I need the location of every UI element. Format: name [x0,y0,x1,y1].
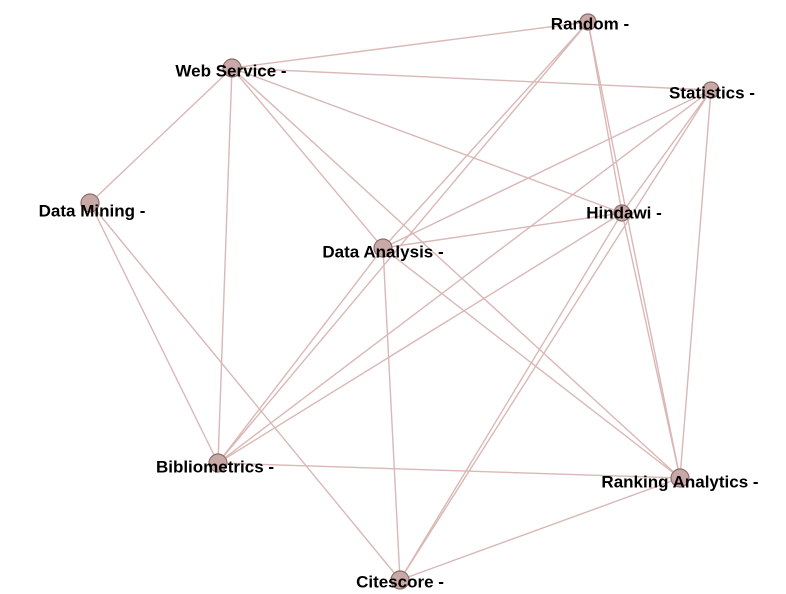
node [222,58,242,78]
node-label: Data Mining - [39,201,146,220]
node [373,238,393,258]
node [613,204,631,222]
edge [89,67,233,204]
edges [89,21,712,581]
edge [231,67,623,214]
node-label: Bibliometrics - [156,457,274,476]
edge [399,89,712,581]
edge [217,89,712,464]
node [579,13,597,31]
edge [621,212,681,479]
edge [217,212,623,464]
edge [217,462,681,479]
edge [399,477,681,581]
edge [382,247,681,479]
edge [231,67,384,249]
node-label: Citescore - [356,572,444,591]
node-label: Web Service - [175,61,286,80]
edge [382,212,623,249]
edge [382,89,712,249]
node [390,570,410,590]
edge [217,67,233,464]
edge [231,21,589,69]
node [80,193,100,213]
edge [382,247,401,581]
node-label: Hindawi - [586,203,662,222]
node-label: Random - [551,14,629,33]
nodes [80,13,720,590]
node-label: Ranking Analytics - [601,472,758,491]
edge [587,21,623,214]
edge [231,67,712,91]
edge [621,89,712,214]
node-label: Data Analysis - [322,242,443,261]
node [208,453,228,473]
edge [587,21,681,479]
labels: Random - Web Service - Statistics - Data… [39,14,759,591]
node [702,81,720,99]
edge [89,202,219,464]
node [670,468,690,488]
edge [231,67,681,479]
edge [679,89,712,479]
edge [399,212,623,581]
edge [217,21,589,464]
node-label: Statistics - [669,83,755,102]
edge [382,21,589,249]
edge [89,202,401,581]
edge [217,247,384,464]
